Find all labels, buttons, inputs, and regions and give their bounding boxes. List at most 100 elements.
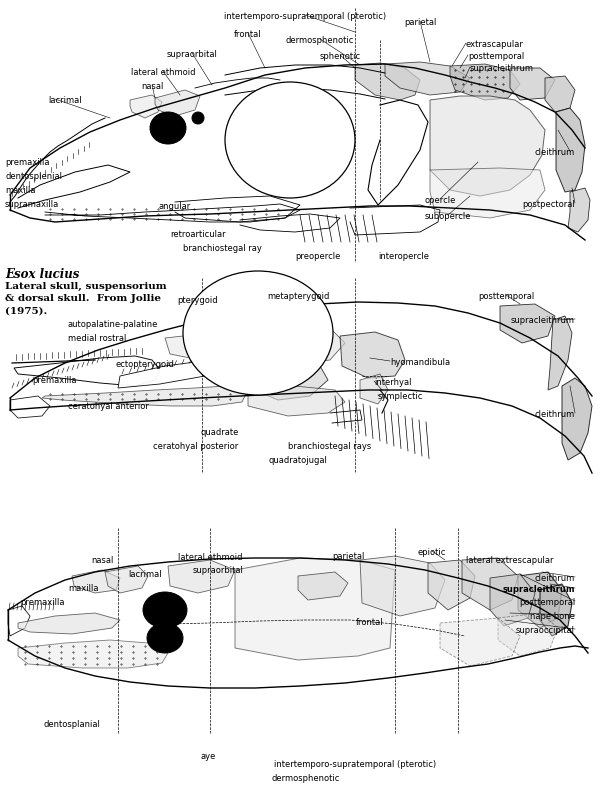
Text: maxilla: maxilla — [68, 584, 98, 593]
Text: symplectic: symplectic — [378, 392, 424, 401]
Text: lateral extrescapular: lateral extrescapular — [466, 556, 554, 565]
Polygon shape — [105, 566, 148, 593]
Polygon shape — [440, 618, 520, 666]
Polygon shape — [568, 188, 590, 232]
Text: hyomandibula: hyomandibula — [390, 358, 450, 367]
Text: retroarticular: retroarticular — [170, 230, 226, 239]
Polygon shape — [360, 556, 445, 616]
Text: ceratohyal posterior: ceratohyal posterior — [154, 442, 239, 451]
Text: epiotic: epiotic — [418, 548, 446, 557]
Text: supraoccipital: supraoccipital — [516, 626, 575, 635]
Polygon shape — [510, 68, 555, 100]
Polygon shape — [340, 332, 405, 378]
Text: medial rostral: medial rostral — [68, 334, 127, 343]
Polygon shape — [462, 558, 518, 610]
Text: cleithrum: cleithrum — [535, 410, 575, 419]
Text: extrascapular: extrascapular — [466, 40, 524, 49]
Polygon shape — [235, 558, 395, 660]
Text: premaxilla: premaxilla — [5, 158, 49, 167]
Text: maxilla: maxilla — [5, 186, 35, 195]
Polygon shape — [498, 613, 558, 656]
Text: supraorbital: supraorbital — [167, 50, 217, 59]
Polygon shape — [545, 76, 575, 112]
Ellipse shape — [147, 623, 183, 653]
Text: postpectoral: postpectoral — [522, 200, 575, 209]
Text: frontal: frontal — [356, 618, 384, 627]
Text: quadrate: quadrate — [201, 428, 239, 437]
Polygon shape — [18, 613, 120, 634]
Text: intertemporo-supratemporal (pterotic): intertemporo-supratemporal (pterotic) — [274, 760, 436, 769]
Text: ectopterygoid: ectopterygoid — [115, 360, 174, 369]
Text: dentosplanial: dentosplanial — [44, 720, 101, 729]
Text: autopalatine-palatine: autopalatine-palatine — [68, 320, 158, 329]
Text: lateral ethmoid: lateral ethmoid — [178, 553, 242, 562]
Text: quadratojugal: quadratojugal — [269, 456, 328, 465]
Text: supracleithrum: supracleithrum — [470, 64, 534, 73]
Text: aye: aye — [200, 752, 215, 761]
Polygon shape — [355, 63, 420, 100]
Polygon shape — [450, 64, 520, 100]
Text: nasal: nasal — [91, 556, 113, 565]
Polygon shape — [42, 386, 248, 406]
Polygon shape — [430, 96, 545, 196]
Text: ceratohyal anterior: ceratohyal anterior — [68, 402, 149, 411]
Polygon shape — [298, 572, 348, 600]
Polygon shape — [562, 378, 592, 460]
Text: sphenotic: sphenotic — [319, 52, 361, 61]
Text: posttemporal: posttemporal — [478, 292, 534, 301]
Polygon shape — [428, 560, 475, 610]
Text: frontal: frontal — [234, 30, 262, 39]
Text: premaxilla: premaxilla — [32, 376, 77, 385]
Text: lacrimal: lacrimal — [128, 570, 162, 579]
Ellipse shape — [143, 592, 187, 628]
Polygon shape — [430, 168, 545, 218]
Text: supraorbital: supraorbital — [193, 566, 244, 575]
Text: posttemporal: posttemporal — [519, 598, 575, 607]
Polygon shape — [490, 574, 535, 626]
Text: Lateral skull, suspensorium
& dorsal skull.  From Jollie
(1975).: Lateral skull, suspensorium & dorsal sku… — [5, 282, 167, 315]
Polygon shape — [10, 396, 50, 418]
Polygon shape — [118, 356, 250, 388]
Text: parietal: parietal — [332, 552, 364, 561]
Text: dermosphenotic: dermosphenotic — [272, 774, 340, 783]
Polygon shape — [72, 570, 120, 593]
Text: angular: angular — [159, 202, 191, 211]
Ellipse shape — [192, 112, 204, 124]
Ellipse shape — [150, 112, 186, 144]
Text: pterygoid: pterygoid — [178, 296, 218, 305]
Text: dermosphenotic: dermosphenotic — [286, 36, 354, 45]
Polygon shape — [248, 386, 345, 416]
Text: nasal: nasal — [141, 82, 163, 91]
Text: premaxilla: premaxilla — [20, 598, 65, 607]
Polygon shape — [168, 560, 235, 593]
Text: nape bone: nape bone — [530, 612, 575, 621]
Text: opercle: opercle — [424, 196, 455, 205]
Text: interopercle: interopercle — [379, 252, 430, 261]
Text: branchiostegal ray: branchiostegal ray — [182, 244, 262, 253]
Text: branchiostegal rays: branchiostegal rays — [289, 442, 371, 451]
Text: Esox lucius: Esox lucius — [5, 268, 79, 281]
Polygon shape — [155, 90, 200, 116]
Polygon shape — [518, 572, 562, 628]
Polygon shape — [252, 360, 328, 400]
Polygon shape — [360, 374, 388, 404]
Polygon shape — [130, 95, 162, 118]
Ellipse shape — [183, 271, 333, 395]
Polygon shape — [252, 326, 345, 364]
Text: cleithrum: cleithrum — [535, 148, 575, 157]
Text: preopercle: preopercle — [295, 252, 341, 261]
Polygon shape — [385, 62, 470, 95]
Text: supracleithrum: supracleithrum — [503, 585, 575, 594]
Text: intertemporo-supratemporal (pterotic): intertemporo-supratemporal (pterotic) — [224, 12, 386, 21]
Text: interhyal: interhyal — [374, 378, 412, 387]
Polygon shape — [500, 304, 555, 343]
Ellipse shape — [225, 82, 355, 198]
Text: lacrimal: lacrimal — [48, 96, 82, 105]
Polygon shape — [165, 332, 270, 363]
Text: cleithrum: cleithrum — [535, 574, 575, 583]
Polygon shape — [18, 640, 168, 668]
Polygon shape — [556, 108, 585, 192]
Text: subopercle: subopercle — [425, 212, 471, 221]
Text: supracleithrum: supracleithrum — [511, 316, 575, 325]
Text: posttemporal: posttemporal — [468, 52, 524, 61]
